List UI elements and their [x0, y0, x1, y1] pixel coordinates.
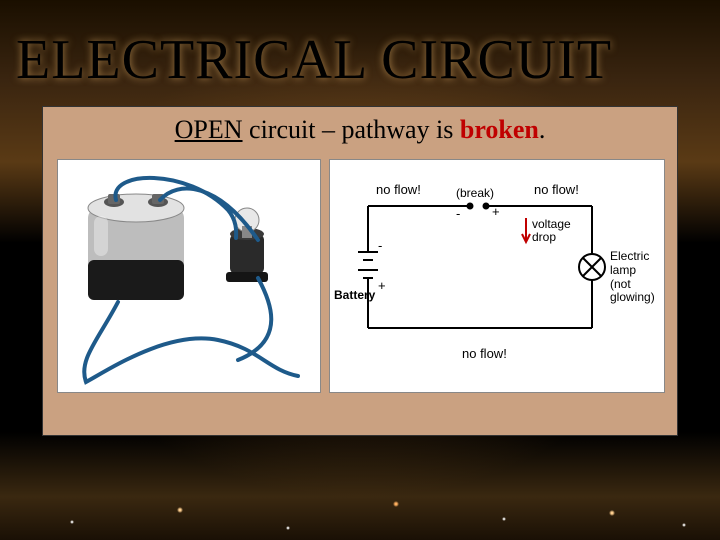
physical-diagram: [57, 159, 321, 393]
label-noflow-b: no flow!: [462, 346, 507, 361]
label-lamp: Electric lamp (not glowing): [610, 250, 664, 305]
subtitle-mid: circuit – pathway is: [243, 115, 460, 144]
label-minus-batt: -: [378, 238, 382, 253]
label-noflow-tr: no flow!: [534, 182, 579, 197]
subtitle-end: .: [539, 115, 546, 144]
diagram-row: no flow! no flow! no flow! (break) volta…: [43, 159, 677, 393]
page-title: ELECTRICAL CIRCUIT: [16, 28, 612, 92]
label-noflow-tl: no flow!: [376, 182, 421, 197]
schematic-diagram: no flow! no flow! no flow! (break) volta…: [329, 159, 665, 393]
label-plus-batt: +: [378, 278, 386, 293]
sparkle-strip: [0, 480, 720, 540]
subtitle-broken: broken: [460, 115, 539, 144]
content-panel: OPEN circuit – pathway is broken.: [42, 106, 678, 436]
label-minus-top: -: [456, 206, 460, 221]
battery-icon: [88, 194, 184, 300]
label-battery: Battery: [334, 288, 375, 302]
subtitle: OPEN circuit – pathway is broken.: [43, 107, 677, 159]
physical-svg: [58, 160, 322, 394]
label-break: (break): [456, 186, 494, 200]
subtitle-open: OPEN: [175, 115, 243, 144]
label-plus-top: +: [492, 204, 500, 219]
label-voltage-drop: voltage drop: [532, 218, 571, 244]
